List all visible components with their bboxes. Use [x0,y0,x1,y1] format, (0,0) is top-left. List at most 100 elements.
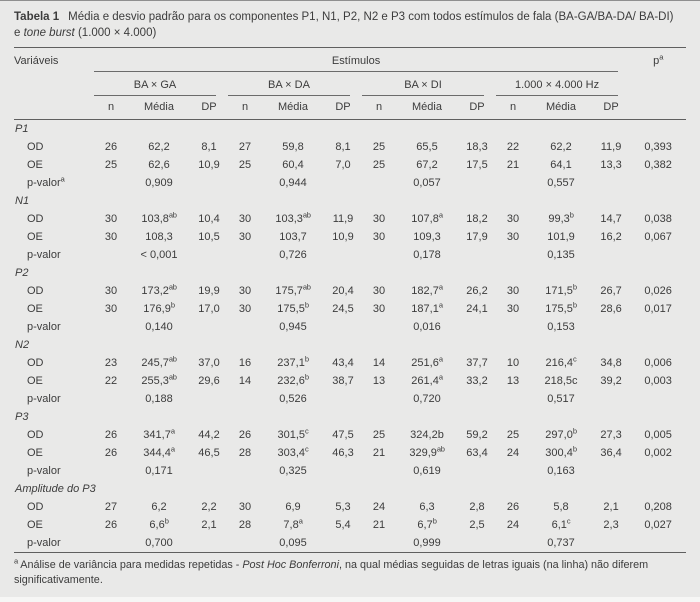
data-row: OD 23 245,7ab 37,0 16 237,1b 43,4 14 251,6a 37,7 1… [14,354,686,372]
cell-empty [228,246,262,264]
cell-empty [94,534,128,553]
cell-pvalue: 0,140 [145,320,173,333]
cell-empty [458,534,496,553]
cell-empty [362,462,396,480]
cell-pvalue: 0,726 [279,248,307,261]
cell-dp: 14,7 [600,212,622,225]
cell-dp: 44,2 [198,428,220,441]
significance-superscript: a [438,209,443,219]
cell-mean: 341,7a [143,425,175,441]
subcol-dp: DP [190,96,228,120]
data-row: OE 30 108,3 10,5 30 103,7 10,9 30 109,3 17,9 30 101… [14,228,686,246]
cell-mean: 6,1c [551,515,571,531]
footnote-text: Análise de variância para medidas repeti… [20,558,240,571]
data-row: OD 30 103,8ab 10,4 30 103,3ab 11,9 30 107,8a 18,2… [14,210,686,228]
cell-dp: 37,0 [198,356,220,369]
caption-text-cont: e [14,27,21,39]
cell-empty [190,174,228,192]
cell-empty [458,390,496,408]
cell-dp: 38,7 [332,374,354,387]
cell-pvalue: 0,526 [279,392,307,405]
group-header-ba-da: BA × DA [228,72,362,96]
significance-superscript: a [298,515,303,525]
cell-empty [592,174,630,192]
significance-superscript: b [432,515,437,525]
cell-mean: 6,6b [149,515,169,531]
cell-pvalue: 0,178 [413,248,441,261]
section-label: N1 [15,194,30,207]
cell-mean: 6,3 [419,500,435,513]
cell-n: 24 [506,446,520,459]
cell-dp: 39,2 [600,374,622,387]
cell-empty [228,390,262,408]
group-label: BA × GA [94,76,216,96]
cell-mean: 65,5 [416,140,438,153]
table-footnote: a Análise de variância para medidas repe… [14,557,686,588]
cell-mean: 6,9 [285,500,301,513]
cell-pvalue: 0,163 [547,464,575,477]
cell-p: 0,006 [644,356,672,369]
subcol-media: Média [262,96,324,120]
cell-n: 26 [238,428,252,441]
cell-mean: 237,1b [277,353,309,369]
cell-mean: 187,1a [411,299,443,315]
cell-n: 24 [506,518,520,531]
cell-pvalue: 0,700 [145,536,173,549]
cell-dp: 16,2 [600,230,622,243]
cell-dp: 27,3 [600,428,622,441]
cell-n: 25 [372,140,386,153]
cell-dp: 43,4 [332,356,354,369]
cell-dp: 13,3 [600,158,622,171]
cell-pvalue: 0,999 [413,536,441,549]
section-label: P3 [15,410,29,423]
cell-mean: 173,2ab [141,281,177,297]
cell-n: 26 [104,140,118,153]
cell-p: 0,208 [644,500,672,513]
cell-dp: 37,7 [466,356,488,369]
header-row-groups: BA × GA BA × DA BA × DI 1.000 × 4.000 Hz [14,72,686,96]
cell-p: 0,067 [644,230,672,243]
section-row: P2 [14,264,686,282]
subcol-dp: DP [324,96,362,120]
cell-dp: 2,5 [469,518,485,531]
cell-n: 26 [506,500,520,513]
cell-mean: 261,4a [411,371,443,387]
row-label: p-valora [27,173,65,189]
pvalue-row: p-valor < 0,001 0,726 0,178 0,135 [14,246,686,264]
cell-mean: 6,2 [151,500,167,513]
cell-dp: 26,2 [466,284,488,297]
cell-n: 25 [506,428,520,441]
row-label: p-valor [27,536,61,549]
cell-empty [324,390,362,408]
cell-n: 25 [104,158,118,171]
cell-empty [592,534,630,553]
cell-n: 26 [104,446,118,459]
row-label: p-valor [27,320,61,333]
cell-mean: 251,6a [411,353,443,369]
cell-mean: 301,5c [277,425,309,441]
cell-dp: 24,5 [332,302,354,315]
group-label: 1.000 × 4.000 Hz [496,76,619,96]
subcol-dp: DP [458,96,496,120]
cell-mean: 324,2b [410,428,444,441]
cell-pvalue: 0,944 [279,176,307,189]
cell-empty [324,534,362,553]
cell-p: 0,393 [644,140,672,153]
cell-mean: 5,8 [553,500,569,513]
row-label: OE [27,158,43,171]
cell-pvalue: 0,325 [279,464,307,477]
cell-p: 0,038 [644,212,672,225]
cell-dp: 34,8 [600,356,622,369]
significance-superscript: b [170,299,175,309]
cell-dp: 47,5 [332,428,354,441]
cell-mean: 232,6b [277,371,309,387]
cell-empty [496,174,530,192]
cell-empty [496,534,530,553]
cell-n: 30 [506,302,520,315]
cell-n: 27 [104,500,118,513]
cell-pvalue: 0,171 [145,464,173,477]
cell-empty [362,318,396,336]
cell-empty [458,462,496,480]
significance-superscript: ab [168,281,177,291]
pvalue-row: p-valor 0,188 0,526 0,720 0,517 [14,390,686,408]
